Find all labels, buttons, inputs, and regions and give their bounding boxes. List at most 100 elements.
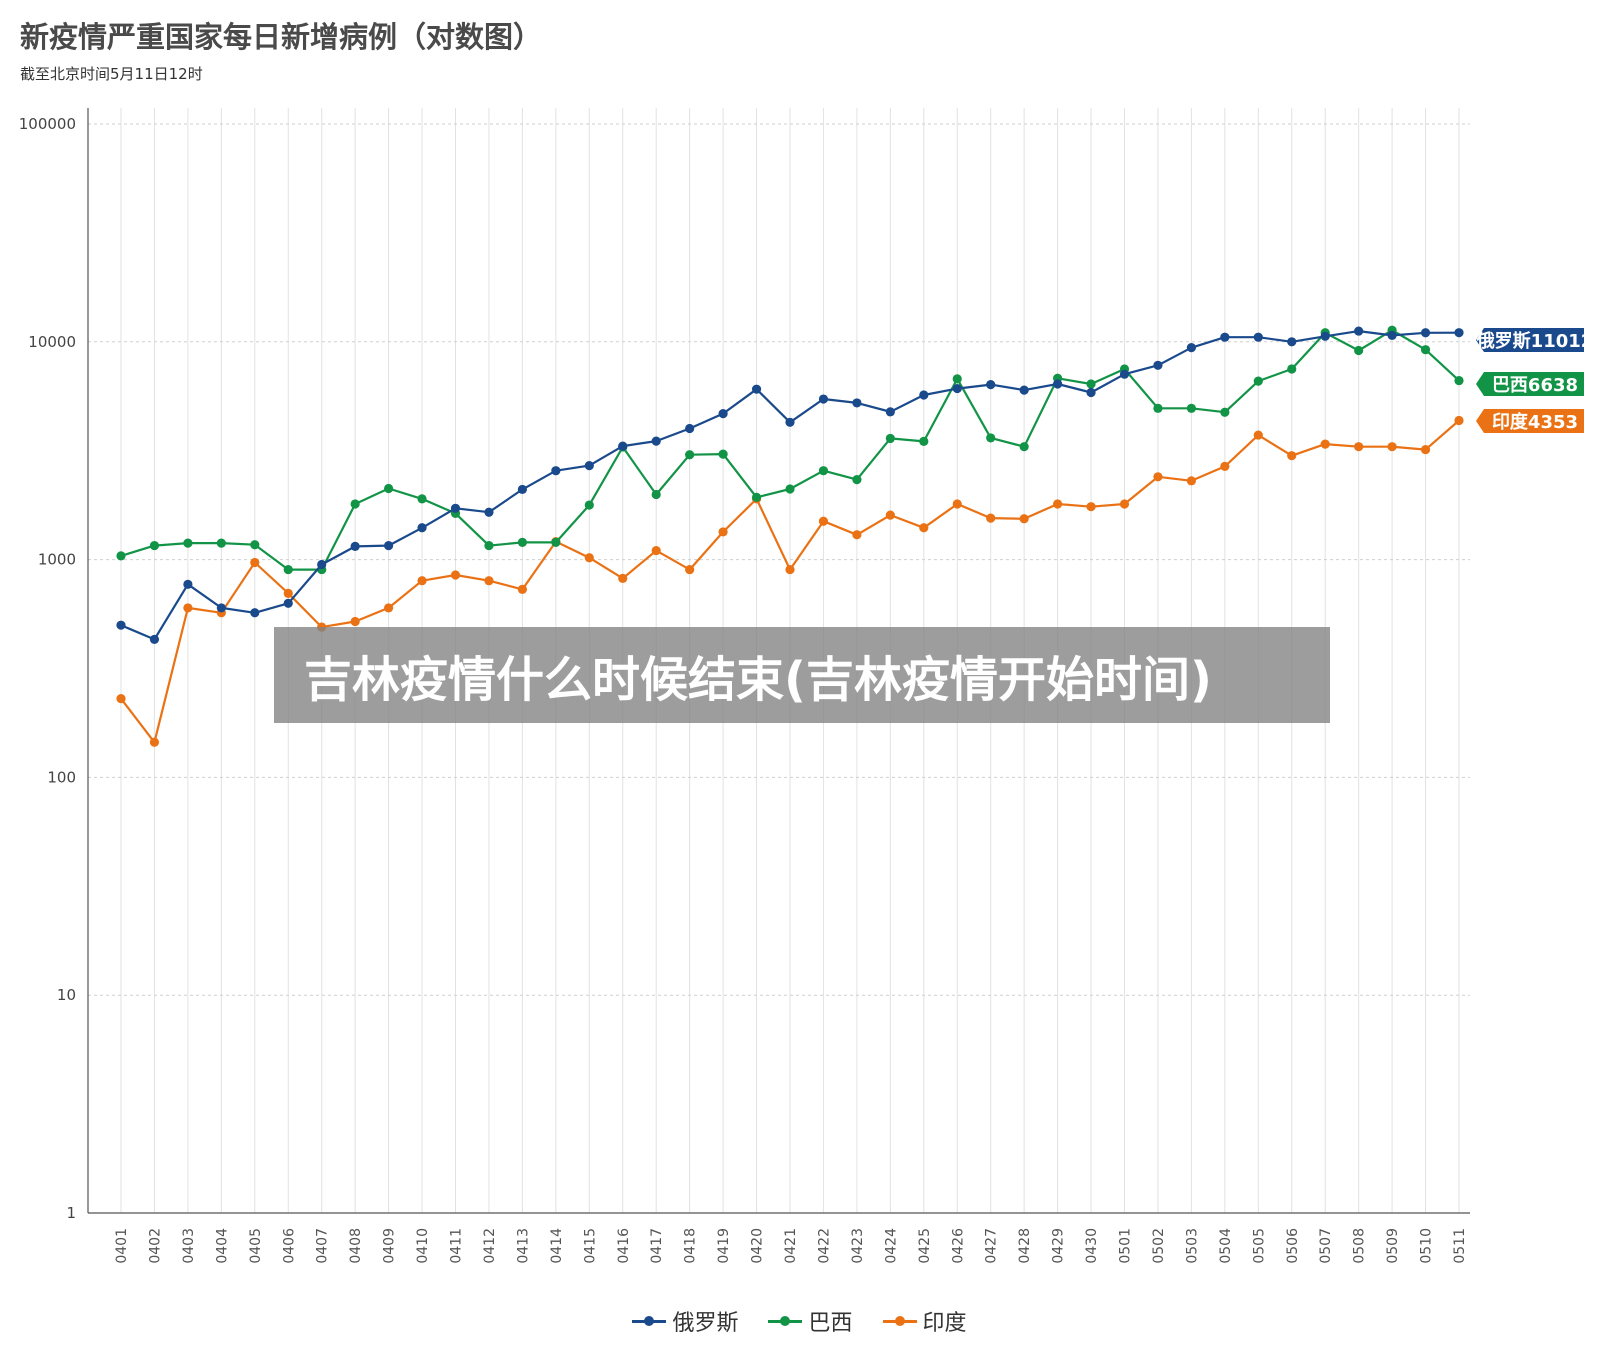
data-point — [1320, 331, 1330, 341]
data-point — [1153, 472, 1163, 482]
data-point — [919, 523, 929, 533]
legend-item-0[interactable]: 俄罗斯 — [632, 1305, 738, 1337]
x-tick-label: 0405 — [248, 1228, 264, 1264]
data-point — [785, 564, 795, 575]
x-tick-label: 0401 — [114, 1228, 130, 1264]
data-point — [1053, 379, 1063, 389]
data-point — [417, 494, 427, 504]
x-tick-label: 0404 — [214, 1228, 230, 1264]
data-point — [450, 503, 461, 513]
legend-item-1[interactable]: 巴西 — [768, 1305, 853, 1337]
data-point — [1086, 387, 1096, 398]
data-point — [1253, 430, 1263, 440]
x-tick-label: 0413 — [515, 1228, 531, 1264]
data-point — [384, 540, 394, 551]
data-point — [384, 483, 394, 494]
end-label-text: 印度4353 — [1492, 411, 1578, 433]
data-point — [952, 383, 962, 394]
data-point — [517, 584, 528, 594]
y-tick-labels: 1 10 100 1000 10000 100000 — [19, 115, 76, 1222]
data-point — [885, 407, 895, 417]
x-tick-label: 0421 — [783, 1228, 799, 1264]
data-point — [1387, 442, 1397, 452]
x-tick-label: 0504 — [1218, 1228, 1234, 1264]
y-tick-label: 1000 — [38, 551, 76, 569]
data-point — [651, 436, 661, 446]
series-lines — [116, 325, 1464, 747]
data-point — [350, 616, 360, 627]
x-tick-label: 0510 — [1419, 1228, 1435, 1264]
data-point — [1086, 502, 1096, 512]
data-point — [149, 634, 160, 645]
x-tick-label: 0503 — [1184, 1228, 1200, 1264]
data-point — [1420, 328, 1431, 338]
data-point — [1454, 415, 1464, 426]
data-point — [986, 380, 996, 390]
data-point — [1320, 439, 1330, 449]
data-point — [216, 538, 226, 548]
data-point — [183, 579, 193, 589]
data-point — [852, 530, 862, 540]
data-point — [584, 461, 594, 471]
x-tick-label: 0418 — [683, 1228, 699, 1264]
data-point — [685, 564, 695, 575]
data-point — [484, 540, 494, 551]
x-tick-label: 0427 — [984, 1228, 1000, 1264]
data-point — [584, 553, 594, 563]
x-tick-label: 0419 — [716, 1228, 732, 1264]
x-tick-label: 0425 — [917, 1228, 933, 1264]
x-tick-label: 0408 — [348, 1228, 364, 1264]
data-point — [785, 484, 795, 494]
y-tick-label: 100 — [47, 768, 76, 786]
data-point — [517, 484, 528, 495]
data-point — [1019, 514, 1029, 524]
x-tick-label: 0501 — [1118, 1228, 1134, 1264]
data-point — [384, 603, 394, 613]
data-point — [1420, 444, 1431, 455]
data-point — [1053, 499, 1063, 509]
data-point — [183, 603, 193, 613]
data-point — [1086, 379, 1096, 389]
data-point — [952, 499, 962, 509]
axes — [87, 108, 1470, 1214]
data-point — [651, 545, 661, 556]
data-point — [818, 516, 829, 526]
legend-item-2[interactable]: 印度 — [882, 1305, 967, 1337]
watermark-text: 吉林疫情什么时候结束(吉林疫情开始时间) — [304, 652, 1212, 708]
data-point — [417, 576, 427, 586]
data-point — [250, 557, 260, 568]
data-point — [1287, 337, 1297, 347]
data-point — [718, 409, 728, 419]
data-point — [1220, 407, 1230, 417]
end-label-text: 巴西6638 — [1492, 375, 1578, 396]
x-tick-label: 0415 — [582, 1228, 598, 1264]
data-point — [283, 564, 293, 575]
data-point — [1253, 376, 1263, 386]
x-tick-label: 0429 — [1051, 1228, 1067, 1264]
data-point — [718, 527, 728, 537]
data-point — [1420, 345, 1431, 355]
data-point — [116, 620, 126, 630]
data-point — [1454, 328, 1464, 338]
data-point — [283, 598, 293, 608]
data-point — [283, 588, 293, 598]
data-point — [1287, 364, 1297, 374]
data-point — [1287, 451, 1297, 461]
data-point — [919, 436, 929, 446]
end-label-box — [1476, 372, 1584, 396]
data-point — [116, 551, 126, 561]
data-point — [417, 523, 427, 533]
legend-swatch-icon — [882, 1315, 917, 1326]
end-label-text: 俄罗斯11012 — [1476, 330, 1594, 352]
data-point — [751, 384, 762, 394]
data-point — [484, 576, 494, 586]
data-point — [986, 513, 996, 523]
data-point — [885, 510, 895, 520]
data-point — [651, 489, 661, 500]
x-tick-label: 0428 — [1017, 1228, 1033, 1264]
data-point — [1354, 345, 1364, 356]
data-point — [551, 537, 561, 547]
legend-label: 印度 — [922, 1311, 967, 1336]
data-point — [250, 608, 260, 618]
